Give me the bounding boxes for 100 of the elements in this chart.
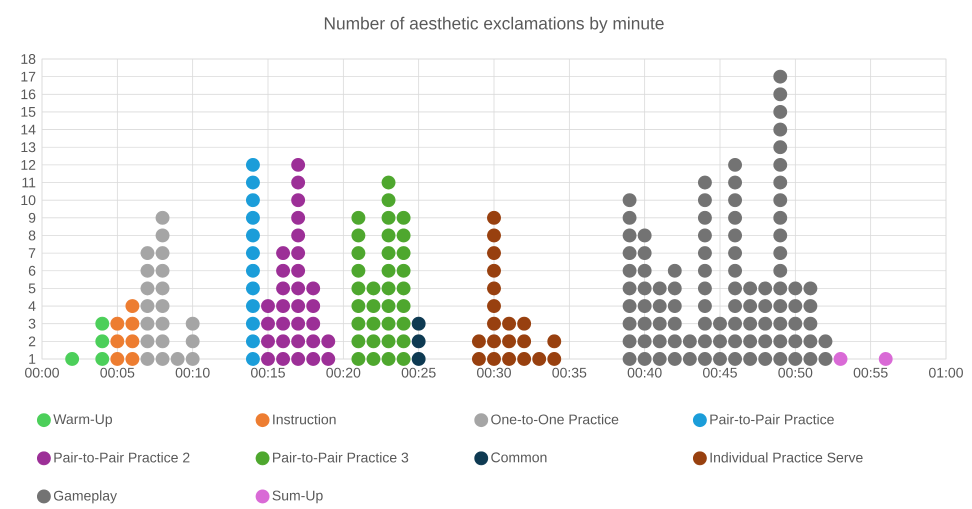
point bbox=[878, 352, 893, 366]
point bbox=[382, 299, 396, 313]
point bbox=[351, 352, 366, 366]
point bbox=[246, 316, 260, 331]
y-tick-label: 3 bbox=[28, 318, 36, 329]
y-tick-label: 18 bbox=[21, 54, 36, 64]
y-tick-label: 6 bbox=[28, 266, 36, 276]
point bbox=[321, 334, 336, 348]
x-tick-label: 00:40 bbox=[628, 368, 662, 378]
x-tick-label: 00:55 bbox=[854, 368, 888, 378]
point bbox=[261, 316, 275, 331]
point bbox=[110, 352, 124, 366]
point bbox=[382, 210, 396, 225]
point bbox=[487, 352, 501, 366]
x-tick-label: 00:25 bbox=[402, 368, 436, 378]
point bbox=[412, 316, 426, 331]
point bbox=[95, 334, 110, 348]
point bbox=[291, 299, 306, 313]
point bbox=[291, 316, 306, 331]
point bbox=[517, 352, 532, 366]
point bbox=[246, 176, 260, 190]
point bbox=[502, 334, 516, 348]
point bbox=[487, 299, 501, 313]
point bbox=[140, 246, 154, 260]
y-tick-label: 12 bbox=[21, 160, 36, 170]
y-tick-label: 8 bbox=[28, 230, 36, 240]
y-tick-label: 2 bbox=[28, 336, 36, 346]
x-tick-label: 00:20 bbox=[326, 368, 360, 378]
point bbox=[502, 316, 516, 331]
point bbox=[125, 334, 140, 348]
point bbox=[276, 316, 290, 331]
point bbox=[276, 334, 290, 348]
point bbox=[125, 316, 140, 331]
point bbox=[306, 281, 320, 296]
point bbox=[351, 299, 366, 313]
point bbox=[547, 334, 562, 348]
y-tick-label: 10 bbox=[21, 195, 36, 206]
legend-label: Pair-to-Pair Practice bbox=[710, 414, 834, 424]
legend-label: Pair-to-Pair Practice 3 bbox=[273, 452, 408, 463]
point bbox=[306, 334, 320, 348]
x-tick-label: 00:00 bbox=[25, 368, 59, 378]
legend-label: Warm-Up bbox=[53, 414, 112, 427]
point bbox=[291, 228, 306, 242]
point bbox=[366, 299, 380, 313]
legend-label: One-to-One Practice bbox=[491, 414, 618, 424]
point bbox=[487, 316, 501, 331]
y-tick-label: 15 bbox=[21, 107, 36, 117]
point bbox=[261, 352, 275, 366]
y-tick-label: 11 bbox=[22, 178, 36, 188]
point bbox=[382, 264, 396, 278]
point bbox=[487, 210, 501, 225]
x-tick-label: 00:50 bbox=[778, 368, 812, 378]
y-tick-label: 16 bbox=[21, 89, 36, 100]
point bbox=[351, 334, 366, 348]
point bbox=[351, 316, 366, 331]
point bbox=[140, 316, 154, 331]
point bbox=[246, 158, 260, 172]
point bbox=[156, 281, 170, 296]
point bbox=[291, 334, 306, 348]
point bbox=[140, 281, 154, 296]
x-tick-label: 00:45 bbox=[703, 368, 737, 378]
point bbox=[382, 352, 396, 366]
point bbox=[487, 228, 501, 242]
point bbox=[532, 352, 546, 366]
point bbox=[125, 352, 140, 366]
point bbox=[366, 334, 380, 348]
point bbox=[186, 352, 200, 366]
point bbox=[396, 246, 411, 260]
point bbox=[306, 299, 320, 313]
point bbox=[396, 228, 411, 242]
point bbox=[95, 352, 110, 366]
point bbox=[547, 352, 562, 366]
point bbox=[246, 264, 260, 278]
point bbox=[140, 352, 154, 366]
point bbox=[412, 352, 426, 366]
x-tick-label: 00:05 bbox=[100, 368, 134, 378]
point bbox=[156, 264, 170, 278]
point bbox=[291, 352, 306, 366]
point bbox=[246, 352, 260, 366]
legend-label: Common bbox=[491, 452, 546, 462]
point bbox=[246, 281, 260, 296]
x-tick-label: 00:15 bbox=[251, 368, 285, 378]
point bbox=[156, 246, 170, 260]
y-tick-label: 5 bbox=[28, 284, 36, 294]
point bbox=[412, 334, 426, 348]
chart-title: Number of aesthetic exclamations by minute bbox=[324, 16, 664, 33]
point bbox=[396, 352, 411, 366]
point bbox=[186, 316, 200, 331]
point bbox=[487, 246, 501, 260]
point bbox=[351, 228, 366, 242]
point bbox=[382, 176, 396, 190]
point bbox=[834, 352, 848, 366]
point bbox=[140, 264, 154, 278]
y-tick-label: 7 bbox=[28, 248, 36, 258]
point bbox=[125, 299, 140, 313]
point bbox=[186, 334, 200, 348]
point bbox=[472, 334, 486, 348]
legend-label: Sum-Up bbox=[272, 490, 323, 504]
point bbox=[396, 334, 411, 348]
legend-label: Pair-to-Pair Practice 2 bbox=[54, 452, 190, 463]
